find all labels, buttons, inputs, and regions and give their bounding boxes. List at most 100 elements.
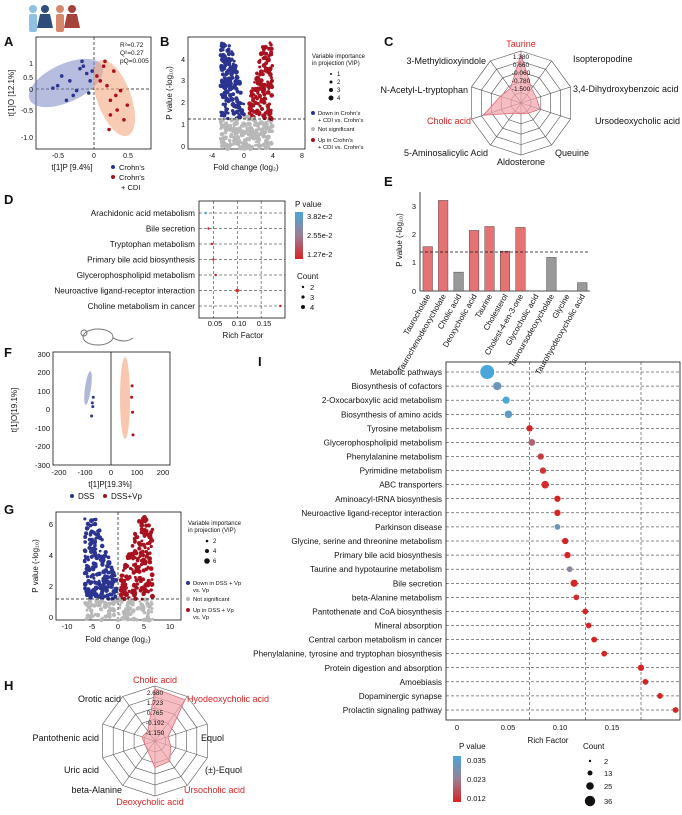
d-pvalue-colorbar xyxy=(295,212,303,259)
a-point-crohns xyxy=(90,69,94,73)
g-point-down xyxy=(106,561,110,565)
d-count-1: 3 xyxy=(310,293,314,302)
panel-label-a: A xyxy=(4,34,14,49)
i-point xyxy=(554,509,561,516)
b-point-ns xyxy=(267,135,271,139)
b-point-ns xyxy=(221,125,225,129)
i-xtick-3: 0.15 xyxy=(605,723,620,732)
b-point-down xyxy=(219,79,224,84)
i-point xyxy=(566,566,573,573)
d-point xyxy=(235,288,239,293)
panel-f-frame xyxy=(52,351,171,466)
g-xtick-1: -5 xyxy=(89,622,96,631)
g-point-up xyxy=(137,577,141,581)
d-pvalue-0: 3.82e-2 xyxy=(307,212,332,221)
b-point-down xyxy=(227,86,233,92)
a-point-crohns xyxy=(86,91,91,95)
c-axis-taurine: Taurine xyxy=(506,39,536,49)
g-point-down xyxy=(86,526,90,530)
g-point-up xyxy=(140,539,144,543)
i-point xyxy=(493,381,502,391)
b-point-up xyxy=(253,80,256,84)
b-point-down xyxy=(229,75,235,80)
panel-b: 4 3 2 1 0 -4 0 4 8 Fold change (log₂) P … xyxy=(165,36,366,172)
d-count-title: Count xyxy=(297,272,319,281)
d-point xyxy=(214,273,217,277)
g-point-ns xyxy=(116,618,121,622)
b-point-down xyxy=(225,48,230,53)
a-point-cdi xyxy=(122,117,126,122)
b-point-up xyxy=(269,78,275,83)
i-pathway-label: Metabolic pathways xyxy=(370,368,442,377)
g-xtick-2: 0 xyxy=(116,622,120,631)
b-ytick-0: 4 xyxy=(181,57,185,64)
g-point-ns xyxy=(107,605,111,609)
e-bar xyxy=(577,282,588,292)
g-vip-2: 4 xyxy=(213,549,217,555)
g-point-up xyxy=(146,547,150,551)
a-xtick-2: 0.5 xyxy=(123,153,133,160)
g-point-up xyxy=(133,575,137,579)
b-point-ns xyxy=(226,124,231,129)
f-xtick-2: 0 xyxy=(109,468,113,477)
g-point-up xyxy=(123,597,126,601)
f-xtick-1: -100 xyxy=(77,468,92,477)
b-point-up xyxy=(251,98,256,103)
b-point-up xyxy=(267,54,271,58)
g-point-up xyxy=(127,575,132,579)
c-scale-2: -0.060 xyxy=(512,70,531,77)
b-point-down xyxy=(228,97,234,102)
g-point-down xyxy=(96,529,100,533)
f-ytick-5: -200 xyxy=(35,442,50,451)
b-point-down xyxy=(223,102,228,106)
c-scale-0: 1.380 xyxy=(513,54,530,61)
g-point-ns xyxy=(86,604,92,610)
panel-b-points xyxy=(218,41,275,152)
h-axis-orotic: Orotic acid xyxy=(78,694,121,704)
i-point xyxy=(502,396,510,404)
panel-f-yticks: 300 200 100 0 -100 -200 -300 xyxy=(35,350,50,470)
c-scale-3: -0.780 xyxy=(512,78,531,85)
b-point-down xyxy=(220,111,225,115)
a-point-cdi xyxy=(111,69,116,73)
c-axis-cholic-acid: Cholic acid xyxy=(427,116,471,126)
e-ytick-2: 1 xyxy=(412,258,416,267)
c-axis-methyldioxyindole: 3-Methyldioxyindole xyxy=(406,56,486,66)
g-point-ns xyxy=(137,606,141,610)
d-pathway-label: Neuroactive ligand-receptor interaction xyxy=(54,287,195,296)
g-vip-title-2: in projection (VIP) xyxy=(188,528,236,534)
i-count-title: Count xyxy=(583,742,605,751)
e-ylabel: P value (-log₁₀) xyxy=(395,213,404,267)
i-xtick-1: 0.05 xyxy=(501,723,516,732)
b-point-ns xyxy=(223,130,228,135)
g-vip-dot-1 xyxy=(205,539,209,543)
g-point-down xyxy=(110,593,114,597)
b-point-down xyxy=(238,114,242,119)
b-point-ns xyxy=(223,121,229,126)
a-point-cdi xyxy=(114,93,118,98)
g-point-up xyxy=(127,589,131,594)
b-point-ns xyxy=(261,142,267,148)
h-scale-0: 2.680 xyxy=(147,690,164,697)
panel-f: 300 200 100 0 -100 -200 -300 -200 -100 0… xyxy=(10,350,171,501)
g-point-down xyxy=(93,532,97,536)
g-point-ns xyxy=(103,600,108,605)
i-point xyxy=(504,410,513,419)
g-point-down xyxy=(92,521,98,527)
d-pathway-label: Primary bile acid biosynthesis xyxy=(87,256,195,265)
g-point-ns xyxy=(125,616,131,622)
d-point xyxy=(207,227,210,230)
h-scale-2: 0.765 xyxy=(147,710,164,717)
panel-d-points xyxy=(204,211,282,308)
i-pathway-label: Central carbon metabolism in cancer xyxy=(309,636,443,645)
g-point-ns xyxy=(139,602,144,607)
e-ytick-3: 0 xyxy=(412,287,416,296)
g-point-up xyxy=(147,557,151,561)
f-ellipse-dss xyxy=(84,371,92,405)
b-vip-dot-3 xyxy=(329,88,333,92)
g-point-down xyxy=(110,568,115,573)
b-vip-3: 3 xyxy=(337,88,341,94)
g-ytick-3: 0 xyxy=(49,613,53,622)
a-legend-cdi-dot xyxy=(111,175,115,179)
a-point-crohns xyxy=(55,83,60,88)
